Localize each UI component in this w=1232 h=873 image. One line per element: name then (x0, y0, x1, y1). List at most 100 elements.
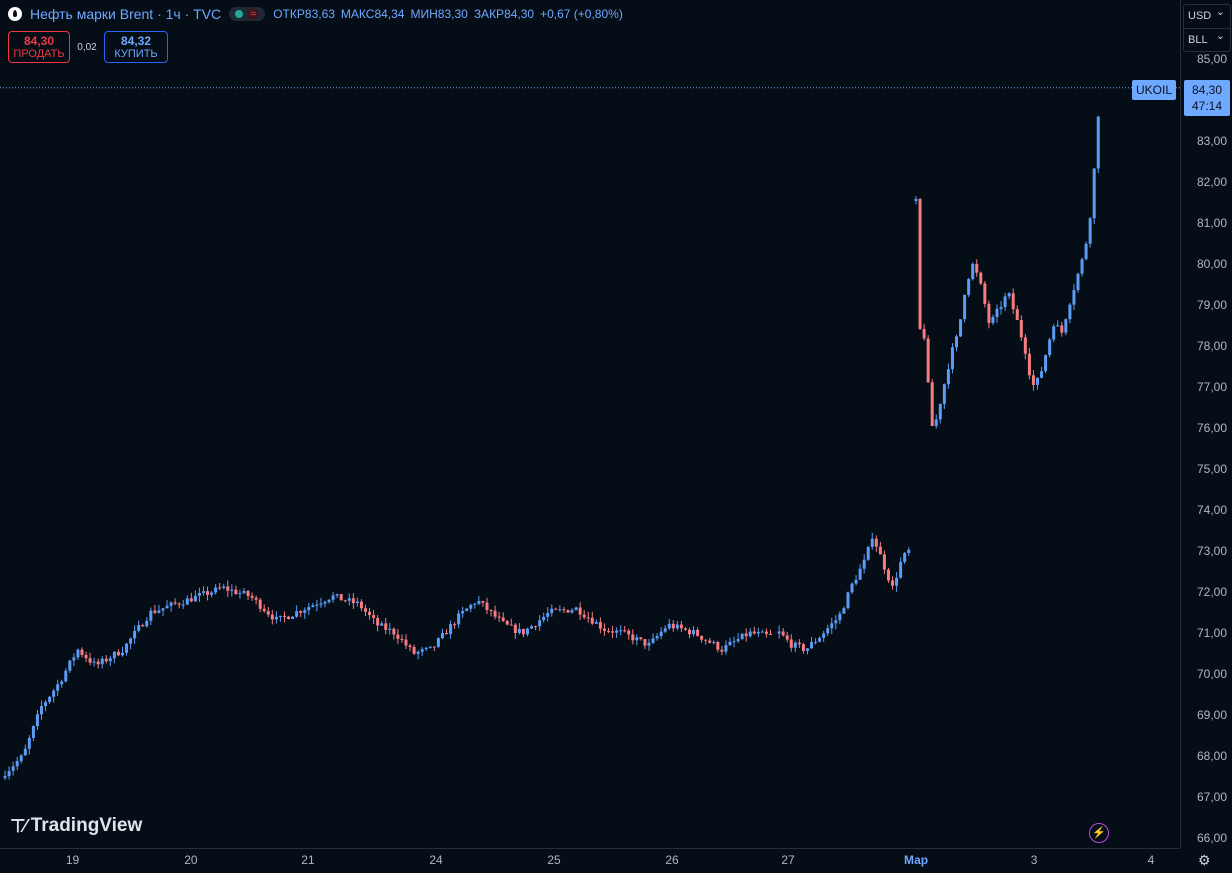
close-value: 84,30 (504, 7, 535, 21)
market-status-badge[interactable]: ≈ (229, 7, 266, 21)
candle-body (408, 645, 412, 647)
candle-body (116, 651, 120, 656)
candle-body (461, 610, 465, 614)
candle-body (177, 603, 181, 605)
candle-body (570, 610, 574, 613)
candle-body (643, 639, 647, 646)
candle-body (100, 658, 104, 665)
candle-body (683, 628, 687, 630)
candle-body (615, 630, 619, 633)
price-tick-label: 68,00 (1196, 749, 1227, 763)
candle-body (1092, 168, 1096, 219)
candle-body (372, 615, 376, 619)
candle-body (752, 631, 756, 634)
candle-body (501, 617, 505, 621)
delayed-data-icon: ≈ (247, 8, 260, 20)
candle-body (659, 631, 663, 637)
candle-body (1023, 337, 1027, 354)
price-tick-label: 78,00 (1196, 339, 1227, 353)
unit-selector: USD BLL (1183, 1, 1231, 52)
candle-body (48, 696, 52, 703)
candle-body (716, 642, 720, 650)
candle-body (979, 272, 983, 284)
time-tick-label: 21 (301, 853, 315, 867)
candle-body (1080, 259, 1084, 274)
time-tick-label: 25 (547, 853, 561, 867)
candle-body (1011, 293, 1015, 310)
candle-body (56, 684, 60, 691)
candle-body (582, 614, 586, 618)
candle-body (509, 624, 513, 626)
candle-body (538, 620, 542, 627)
candle-body (347, 598, 351, 601)
candle-body (291, 616, 295, 620)
price-tick-label: 66,00 (1196, 831, 1227, 845)
candle-body (185, 598, 189, 605)
currency-dropdown[interactable]: USD (1184, 1, 1230, 28)
candle-body (473, 603, 477, 605)
current-price-label: 84,30 47:14 (1184, 80, 1230, 116)
candle-body (278, 615, 282, 617)
price-tick-label: 81,00 (1196, 216, 1227, 230)
time-tick-label: Мар (903, 853, 929, 867)
candle-body (862, 559, 866, 569)
candle-body (903, 553, 907, 562)
price-axis[interactable]: 66,00 67,00 68,00 69,00 70,00 71,00 72,00 73,00… (1180, 0, 1232, 848)
candle-body (1060, 325, 1064, 333)
candle-body (92, 661, 96, 663)
candle-body (785, 635, 789, 640)
symbol-title[interactable]: Нефть марки Brent · 1ч · TVC (30, 6, 222, 22)
candle-body (517, 628, 521, 633)
price-tick-label: 75,00 (1196, 462, 1227, 476)
bolt-icon[interactable]: ⚡ (1089, 823, 1109, 843)
candle-body (1040, 371, 1044, 378)
candle-body (1044, 355, 1048, 372)
candle-body (35, 714, 39, 727)
gear-icon[interactable]: ⚙ (1198, 852, 1211, 868)
candle-body (299, 611, 303, 613)
candle-body (368, 611, 372, 616)
candle-body (108, 658, 112, 662)
bar-countdown: 47:14 (1191, 99, 1223, 113)
candle-body (1036, 377, 1039, 385)
chart-legend: Нефть марки Brent · 1ч · TVC ≈ ОТКР83,63… (8, 6, 623, 22)
candle-body (1076, 273, 1080, 291)
candle-body (602, 628, 606, 631)
candle-body (380, 623, 384, 626)
time-tick-label: 19 (65, 853, 80, 867)
candle-body (412, 646, 416, 654)
low-value: 83,30 (437, 7, 468, 21)
candle-body (554, 608, 558, 610)
candle-body (104, 658, 108, 662)
price-tick-label: 82,00 (1196, 175, 1227, 189)
tradingview-logo[interactable]: ⊤⁄ TradingView (10, 815, 142, 837)
price-tick-label: 80,00 (1196, 257, 1227, 271)
candle-body (525, 628, 529, 635)
candle-body (918, 198, 922, 329)
candle-body (181, 604, 185, 606)
market-open-icon (235, 10, 244, 18)
candle-body (210, 592, 214, 595)
buy-button[interactable]: 84,32 КУПИТЬ (104, 31, 168, 63)
candle-body (440, 632, 444, 639)
candle-body (793, 642, 797, 648)
buy-label: КУПИТЬ (114, 48, 158, 60)
candle-body (1064, 319, 1068, 333)
unit-dropdown[interactable]: BLL (1184, 25, 1230, 52)
sell-button[interactable]: 84,30 ПРОДАТЬ (8, 31, 70, 63)
price-tick-label: 74,00 (1196, 503, 1227, 517)
candle-body (197, 592, 201, 596)
candle-body (3, 776, 7, 779)
candle-body (112, 651, 116, 659)
time-axis[interactable]: 19 20 21 24 25 26 27 Мар 3 4 (0, 848, 1180, 873)
candle-body (145, 620, 149, 627)
candle-body (623, 630, 627, 632)
candle-body (230, 589, 234, 591)
candle-body (497, 616, 501, 618)
candle-body (72, 657, 76, 661)
candle-body (586, 617, 590, 619)
candlestick-chart[interactable] (0, 0, 1180, 848)
logo-text: TradingView (30, 815, 143, 836)
open-value: 83,63 (304, 7, 335, 21)
candle-body (23, 748, 27, 756)
